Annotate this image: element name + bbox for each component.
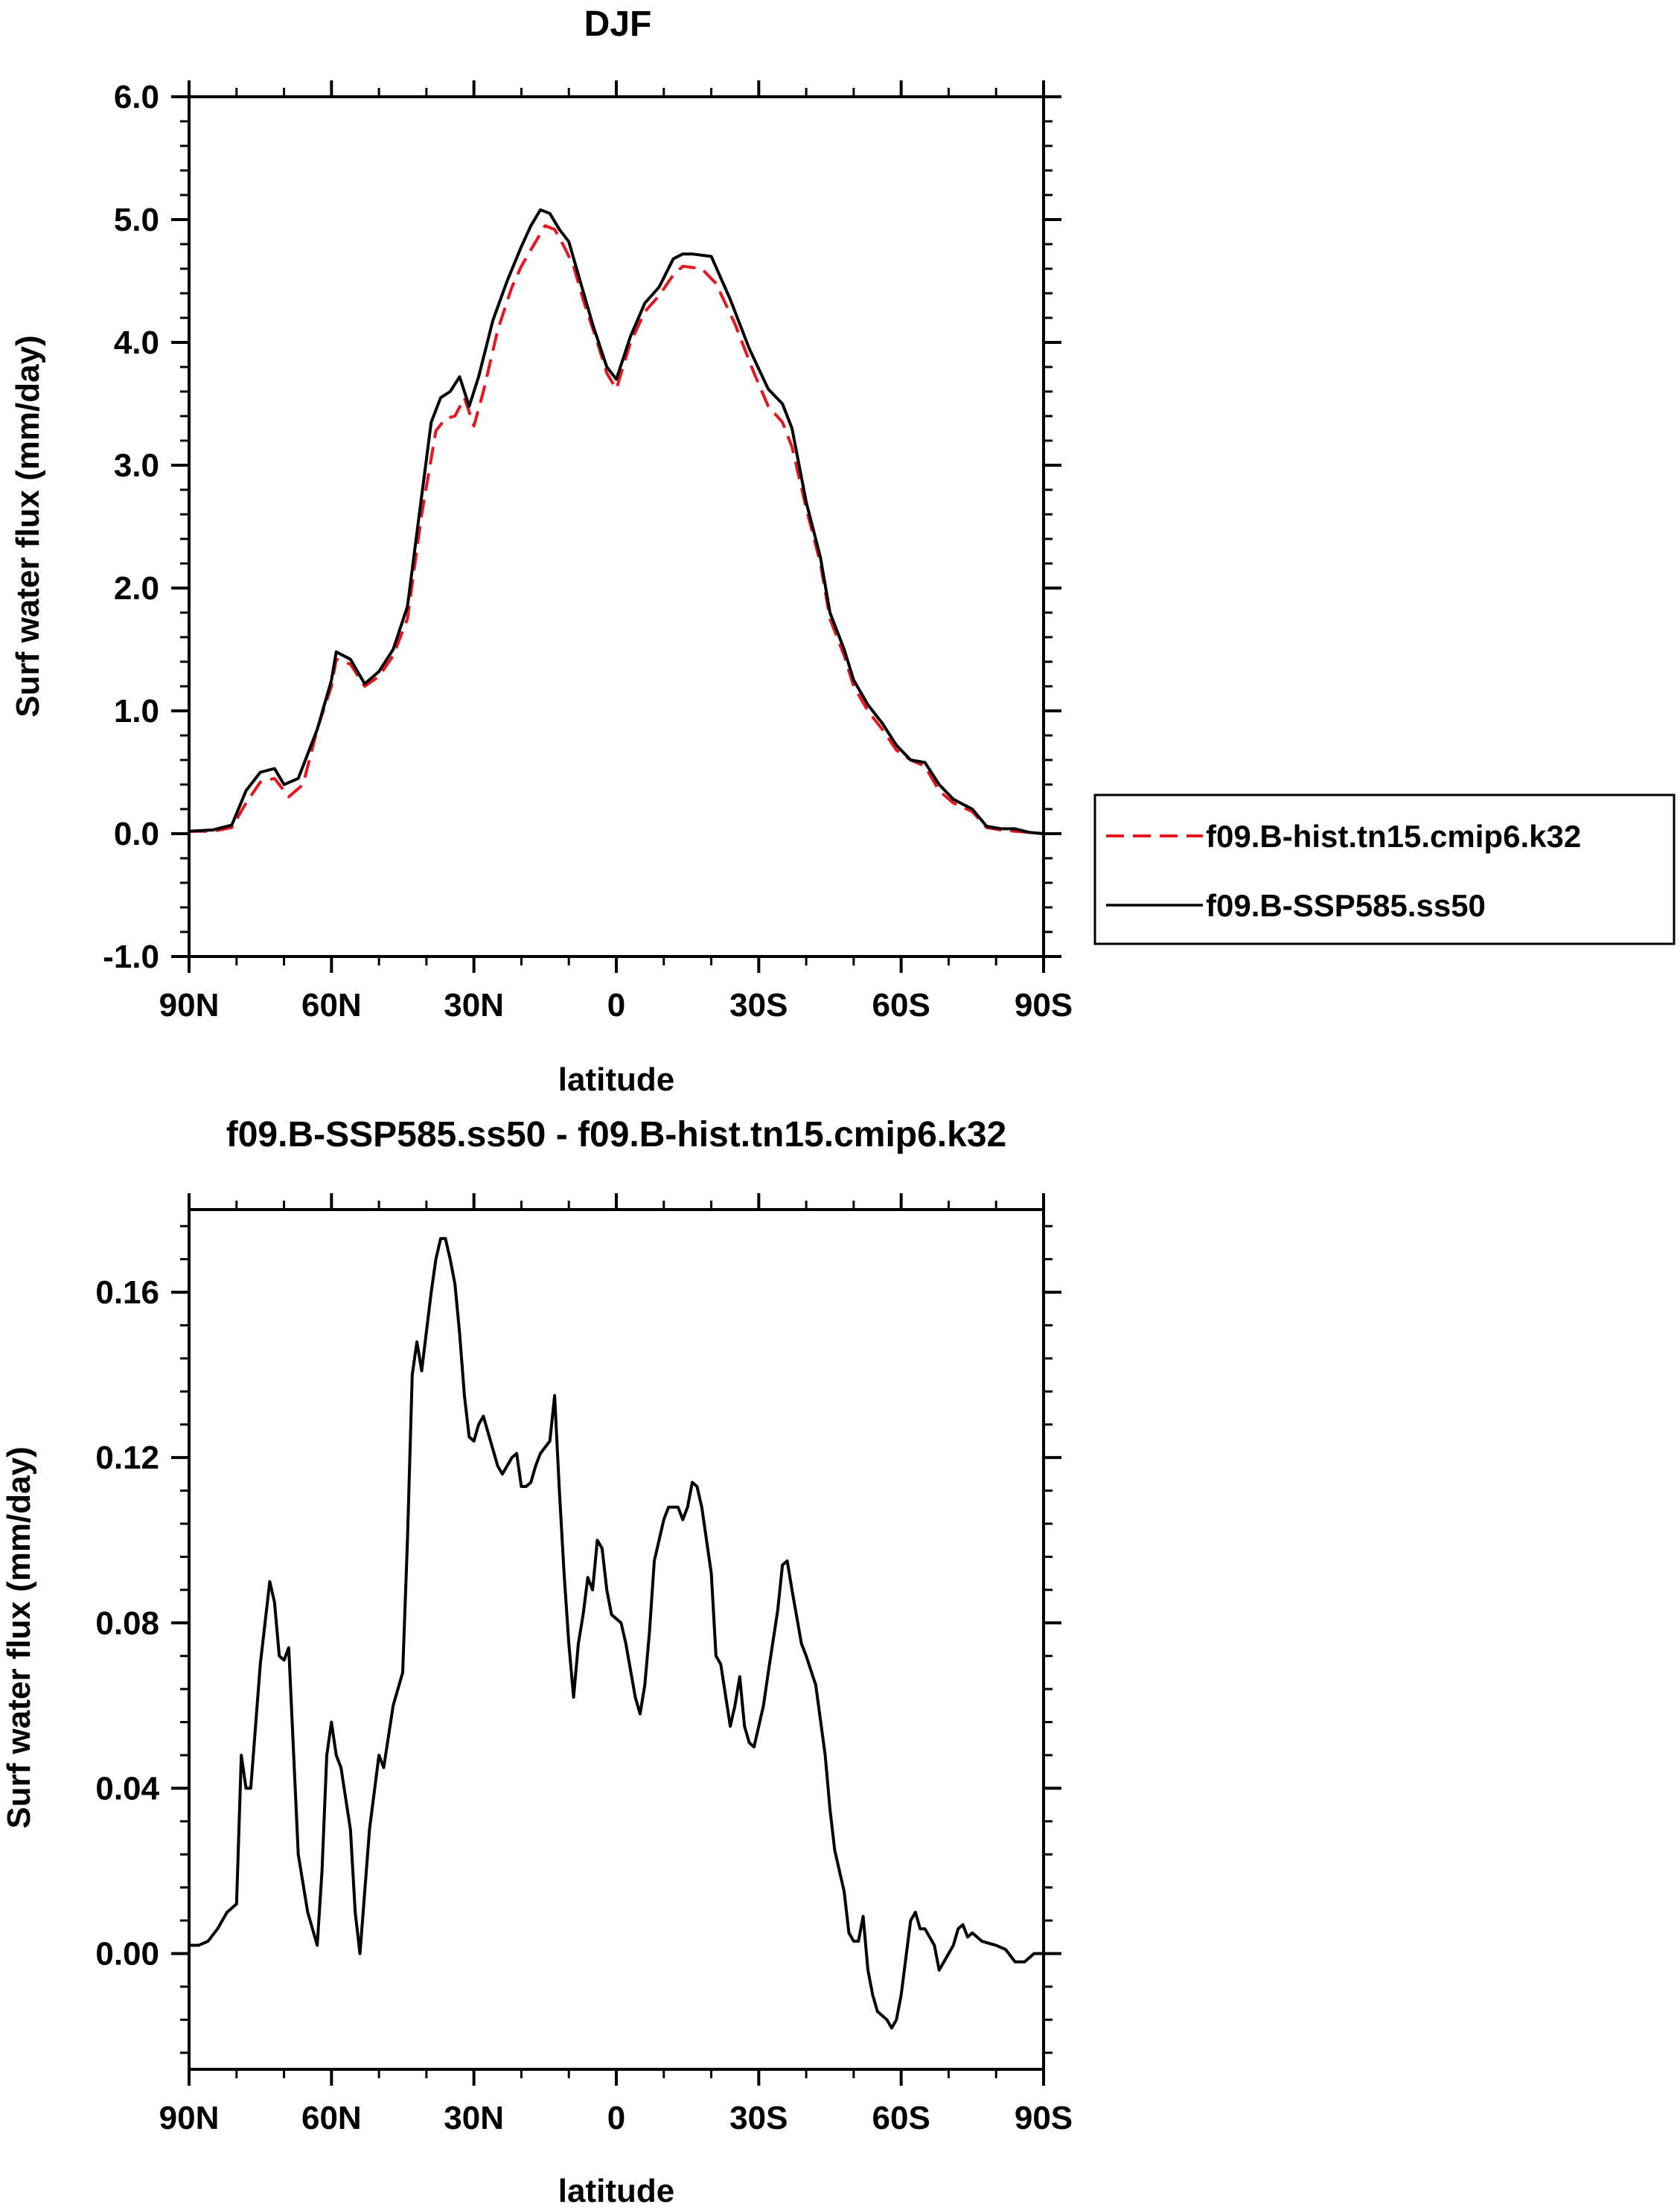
legend-box — [1093, 793, 1676, 945]
top-plot-frame — [188, 95, 1045, 958]
x-tick-label: 60S — [872, 2100, 930, 2136]
series-line-1 — [188, 208, 1044, 835]
top-chart: DJF 90N 60N 30N 0 30S 60S 90S -1.0 0.0 1.0 2.0 3.0 4… — [10, 4, 1676, 1098]
x-tick-label: 60N — [301, 987, 362, 1023]
x-tick-label: 90S — [1015, 987, 1073, 1023]
x-tick-label: 90N — [159, 2100, 220, 2136]
y-tick-label: -1.0 — [103, 939, 159, 975]
x-tick-label: 0 — [607, 987, 625, 1023]
x-tick-label: 30N — [444, 2100, 504, 2136]
top-chart-title: DJF — [584, 4, 652, 44]
top-x-axis-label: latitude — [558, 1061, 674, 1098]
y-tick-label: 5.0 — [114, 202, 159, 238]
y-tick-label: 0.00 — [95, 1936, 159, 1973]
bottom-chart: f09.B-SSP585.ss50 - f09.B-hist.tn15.cmip… — [1, 1115, 1073, 2209]
x-tick-label: 30S — [729, 987, 788, 1023]
y-tick-label: 0.12 — [95, 1440, 159, 1476]
x-tick-label: 60S — [872, 987, 930, 1023]
legend-label-hist: f09.B-hist.tn15.cmip6.k32 — [1206, 819, 1581, 854]
y-tick-label: 1.0 — [114, 693, 159, 729]
y-tick-label: 3.0 — [114, 447, 159, 484]
y-tick-label: 6.0 — [114, 79, 159, 115]
x-tick-label: 0 — [607, 2100, 625, 2136]
y-tick-label: 0.16 — [95, 1274, 159, 1311]
bottom-chart-title: f09.B-SSP585.ss50 - f09.B-hist.tn15.cmip… — [226, 1115, 1006, 1154]
legend-label-ssp: f09.B-SSP585.ss50 — [1206, 888, 1486, 923]
x-tick-label: 30N — [444, 987, 504, 1023]
y-tick-label: 4.0 — [114, 325, 159, 361]
x-tick-label: 30S — [729, 2100, 788, 2136]
bottom-y-axis-label: Surf water flux (mm/day) — [1, 1446, 37, 1828]
x-tick-label: 60N — [301, 2100, 362, 2136]
x-tick-label: 90S — [1015, 2100, 1073, 2136]
y-tick-label: 2.0 — [114, 570, 159, 607]
legend: f09.B-hist.tn15.cmip6.k32 f09.B-SSP585.s… — [1093, 793, 1676, 945]
series-line-0 — [189, 224, 1044, 835]
x-tick-label: 90N — [159, 987, 220, 1023]
y-tick-label: 0.08 — [95, 1605, 159, 1641]
y-tick-label: 0.0 — [114, 816, 159, 852]
top-y-axis-label: Surf water flux (mm/day) — [10, 335, 46, 717]
series-line-0 — [189, 1236, 1044, 2030]
bottom-x-axis-label: latitude — [558, 2173, 674, 2209]
y-tick-label: 0.04 — [95, 1770, 159, 1807]
